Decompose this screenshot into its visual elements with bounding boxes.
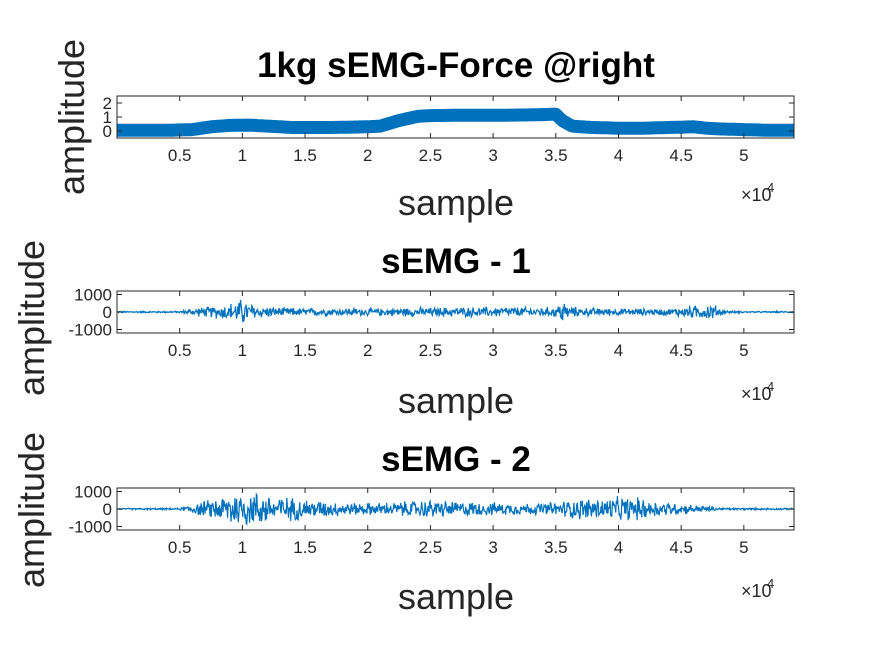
- force-xtick-label: 2: [363, 146, 372, 165]
- force-subplot: 1kg sEMG-Force @right amplitude sample ×…: [51, 39, 795, 223]
- force-series-markers: [117, 107, 794, 137]
- semg2-ytick-label: 1000: [74, 483, 112, 502]
- semg1-xtick-label: 2: [363, 341, 372, 360]
- semg2-ytick-label: -1000: [69, 518, 112, 537]
- force-xlabel: sample: [398, 182, 514, 223]
- semg2-xtick-label: 0.5: [168, 538, 192, 557]
- force-xtick-label: 5: [739, 146, 748, 165]
- semg1-title: sEMG - 1: [381, 242, 531, 281]
- force-exponent-power: 4: [767, 180, 774, 195]
- semg1-xtick-label: 2.5: [419, 341, 443, 360]
- semg2-xlabel: sample: [398, 576, 514, 617]
- semg1-ylabel: amplitude: [11, 240, 52, 396]
- semg1-ytick-label: 1000: [74, 286, 112, 305]
- force-xtick-label: 4: [614, 146, 623, 165]
- semg1-exponent-base: ×10: [741, 384, 772, 404]
- semg1-exponent-label: ×10 4: [741, 379, 774, 404]
- force-ylabel: amplitude: [51, 39, 92, 195]
- semg1-subplot: sEMG - 1 amplitude sample ×10 4 0.5 1 1.5 2…: [11, 240, 795, 421]
- force-xtick-label: 3.5: [544, 146, 568, 165]
- semg1-xlabel: sample: [398, 380, 514, 421]
- force-exponent-label: ×10 4: [741, 180, 774, 205]
- semg1-xtick-label: 5: [739, 341, 748, 360]
- force-xtick-label: 1: [238, 146, 247, 165]
- semg2-ylabel: amplitude: [11, 432, 52, 588]
- force-exponent-base: ×10: [741, 185, 772, 205]
- semg1-exponent-power: 4: [767, 379, 774, 394]
- semg2-xtick-label: 2: [363, 538, 372, 557]
- semg1-xtick-label: 4.5: [669, 341, 693, 360]
- semg2-exponent-power: 4: [767, 576, 774, 591]
- semg2-xtick-label: 1.5: [293, 538, 317, 557]
- semg1-ytick-label: 0: [103, 303, 112, 322]
- semg1-xtick-label: 3.5: [544, 341, 568, 360]
- semg1-xtick-label: 0.5: [168, 341, 192, 360]
- force-xtick-label: 3: [488, 146, 497, 165]
- force-data: [117, 107, 794, 137]
- semg2-xtick-label: 1: [238, 538, 247, 557]
- force-ytick-label: 0: [103, 122, 112, 141]
- semg1-xtick-label: 3: [488, 341, 497, 360]
- semg1-xtick-label: 1.5: [293, 341, 317, 360]
- semg1-signal-line: [117, 299, 794, 323]
- semg2-exponent-label: ×10 4: [741, 576, 774, 601]
- semg2-exponent-base: ×10: [741, 581, 772, 601]
- semg2-ytick-label: 0: [103, 500, 112, 519]
- force-xtick-label: 0.5: [168, 146, 192, 165]
- semg2-xtick-label: 4.5: [669, 538, 693, 557]
- force-title: 1kg sEMG-Force @right: [257, 46, 655, 85]
- semg2-xtick-label: 3.5: [544, 538, 568, 557]
- semg2-data: [117, 492, 794, 526]
- semg1-xtick-label: 1: [238, 341, 247, 360]
- semg2-xtick-label: 4: [614, 538, 623, 557]
- semg1-data: [117, 299, 794, 323]
- semg2-xtick-label: 5: [739, 538, 748, 557]
- semg2-signal-line: [117, 492, 794, 526]
- semg2-subplot: sEMG - 2 amplitude sample ×10 4 0.5 1 1.5 2…: [11, 432, 795, 617]
- force-xtick-label: 2.5: [419, 146, 443, 165]
- semg2-title: sEMG - 2: [381, 440, 531, 479]
- force-ytick-label: 1: [103, 108, 112, 127]
- semg1-xtick-label: 4: [614, 341, 623, 360]
- semg2-xtick-label: 2.5: [419, 538, 443, 557]
- semg2-xtick-label: 3: [488, 538, 497, 557]
- force-ytick-label: 2: [103, 94, 112, 113]
- force-xtick-label: 1.5: [293, 146, 317, 165]
- semg1-ytick-label: -1000: [69, 321, 112, 340]
- force-xtick-label: 4.5: [669, 146, 693, 165]
